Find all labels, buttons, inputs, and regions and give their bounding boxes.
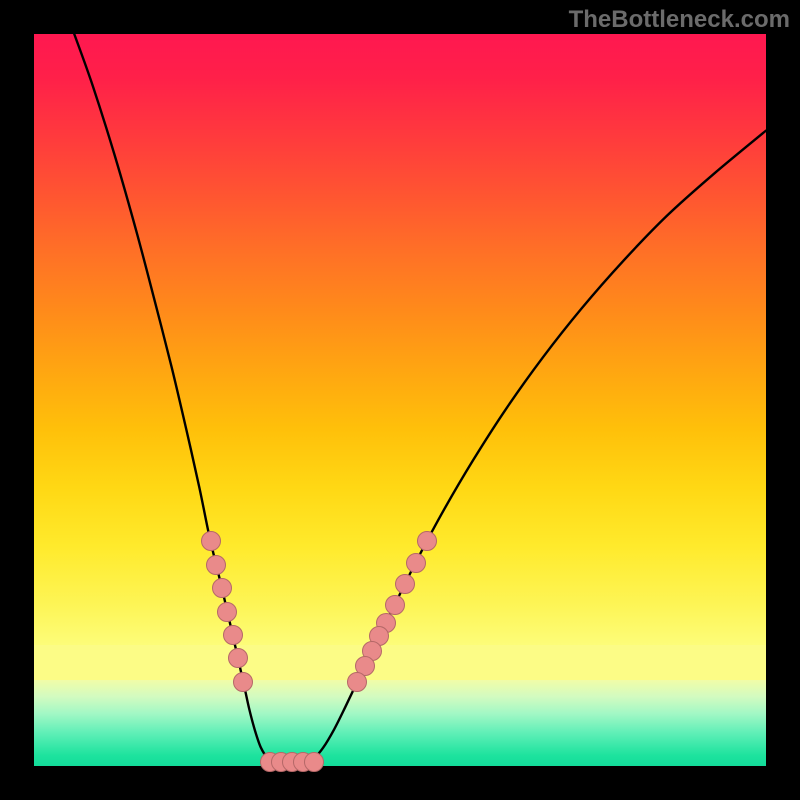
marker-bottom-4 <box>304 752 324 772</box>
outer-frame: TheBottleneck.com <box>0 0 800 800</box>
marker-left-4 <box>223 625 243 645</box>
marker-left-5 <box>228 648 248 668</box>
marker-left-3 <box>217 602 237 622</box>
marker-left-1 <box>206 555 226 575</box>
marker-right-0 <box>417 531 437 551</box>
plot-area <box>34 34 766 766</box>
marker-left-0 <box>201 531 221 551</box>
marker-right-1 <box>406 553 426 573</box>
watermark-text: TheBottleneck.com <box>569 6 790 34</box>
marker-left-6 <box>233 672 253 692</box>
bottleneck-curve <box>34 34 766 766</box>
marker-right-8 <box>347 672 367 692</box>
marker-left-2 <box>212 578 232 598</box>
marker-right-2 <box>395 574 415 594</box>
curve-path <box>74 34 766 765</box>
